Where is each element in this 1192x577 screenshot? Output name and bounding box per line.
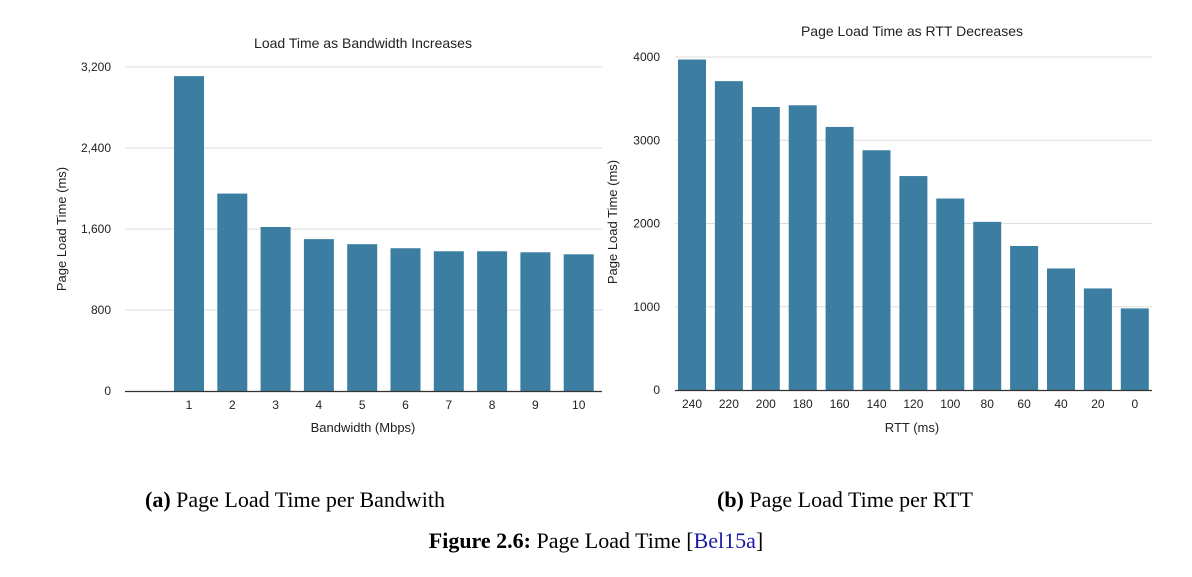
y-tick-label: 0: [653, 383, 660, 397]
y-tick-label: 0: [104, 384, 111, 398]
chart-b-xlabel: RTT (ms): [885, 420, 939, 435]
bar-b-20: [1083, 288, 1112, 390]
x-tick-label: 5: [359, 398, 366, 412]
caption-a-label: (a): [145, 487, 171, 512]
x-tick-label: 180: [793, 397, 813, 411]
bar-a-5: [347, 244, 378, 391]
x-tick-label: 80: [981, 397, 995, 411]
caption-a: (a) Page Load Time per Bandwith: [145, 487, 445, 513]
bar-a-4: [303, 239, 334, 391]
bar-b-220: [714, 81, 743, 390]
x-tick-label: 140: [866, 397, 886, 411]
caption-b: (b) Page Load Time per RTT: [717, 487, 973, 513]
y-tick-label: 2000: [633, 217, 660, 231]
x-tick-label: 120: [903, 397, 923, 411]
y-tick-label: 3000: [633, 133, 660, 147]
bar-b-80: [973, 221, 1002, 390]
chart-a-title: Load Time as Bandwidth Increases: [254, 35, 472, 51]
x-tick-label: 0: [1131, 397, 1138, 411]
x-tick-label: 8: [489, 398, 496, 412]
figure-label: Figure 2.6:: [428, 528, 532, 553]
x-tick-label: 20: [1091, 397, 1105, 411]
bar-a-3: [260, 226, 291, 391]
x-tick-label: 2: [229, 398, 236, 412]
x-tick-label: 220: [719, 397, 739, 411]
caption-b-text: Page Load Time per RTT: [749, 487, 973, 512]
y-tick-label: 800: [91, 303, 111, 317]
x-tick-label: 4: [316, 398, 323, 412]
chart-a-ylabel: Page Load Time (ms): [54, 167, 69, 291]
x-tick-label: 10: [572, 398, 586, 412]
bar-a-6: [390, 248, 421, 391]
x-tick-label: 6: [402, 398, 409, 412]
bar-b-240: [678, 59, 706, 391]
citation-open: [: [686, 528, 694, 553]
bar-b-60: [1010, 245, 1039, 390]
citation-close: ]: [755, 528, 764, 553]
bar-b-200: [751, 106, 780, 390]
bar-b-160: [825, 126, 854, 391]
chart-b-title: Page Load Time as RTT Decreases: [801, 23, 1023, 39]
x-tick-label: 3: [272, 398, 279, 412]
x-tick-label: 160: [830, 397, 850, 411]
y-tick-label: 1000: [633, 300, 660, 314]
chart-a-xlabel: Bandwidth (Mbps): [311, 420, 416, 435]
x-tick-label: 9: [532, 398, 539, 412]
x-tick-label: 40: [1054, 397, 1068, 411]
y-tick-label: 3,200: [81, 60, 111, 74]
x-tick-label: 1: [186, 398, 193, 412]
y-tick-label: 1,600: [81, 222, 111, 236]
chart-bandwidth: Load Time as Bandwidth Increases 0 800 1,6…: [54, 35, 602, 435]
citation[interactable]: [Bel15a]: [686, 528, 763, 553]
bar-a-10: [563, 254, 594, 391]
citation-link[interactable]: Bel15a: [693, 528, 756, 553]
bar-a-9: [520, 252, 551, 391]
caption-a-text: Page Load Time per Bandwith: [176, 487, 446, 512]
figure-text: Page Load Time: [536, 528, 681, 553]
chart-rtt: Page Load Time as RTT Decreases 01000200…: [605, 23, 1152, 435]
x-tick-label: 7: [445, 398, 452, 412]
figure-charts: Load Time as Bandwidth Increases 08001,6…: [54, 23, 1152, 435]
bar-a-7: [433, 251, 464, 391]
x-tick-label: 60: [1017, 397, 1031, 411]
figure-caption: Figure 2.6: Page Load Time [Bel15a]: [0, 528, 1192, 554]
bar-a-1: [174, 76, 204, 392]
x-tick-label: 100: [940, 397, 960, 411]
bar-b-40: [1047, 268, 1075, 390]
bar-b-0: [1120, 308, 1149, 390]
bar-b-140: [862, 150, 891, 390]
bar-b-180: [788, 105, 817, 390]
y-tick-label: 2,400: [81, 141, 111, 155]
bar-b-120: [899, 176, 928, 390]
y-tick-label: 4000: [633, 50, 660, 64]
x-tick-label: 240: [682, 397, 702, 411]
caption-b-label: (b): [717, 487, 744, 512]
bar-a-8: [477, 251, 508, 391]
chart-b-ylabel: Page Load Time (ms): [605, 160, 620, 284]
bar-b-100: [936, 198, 965, 390]
bar-a-2: [217, 193, 248, 391]
x-tick-label: 200: [756, 397, 776, 411]
